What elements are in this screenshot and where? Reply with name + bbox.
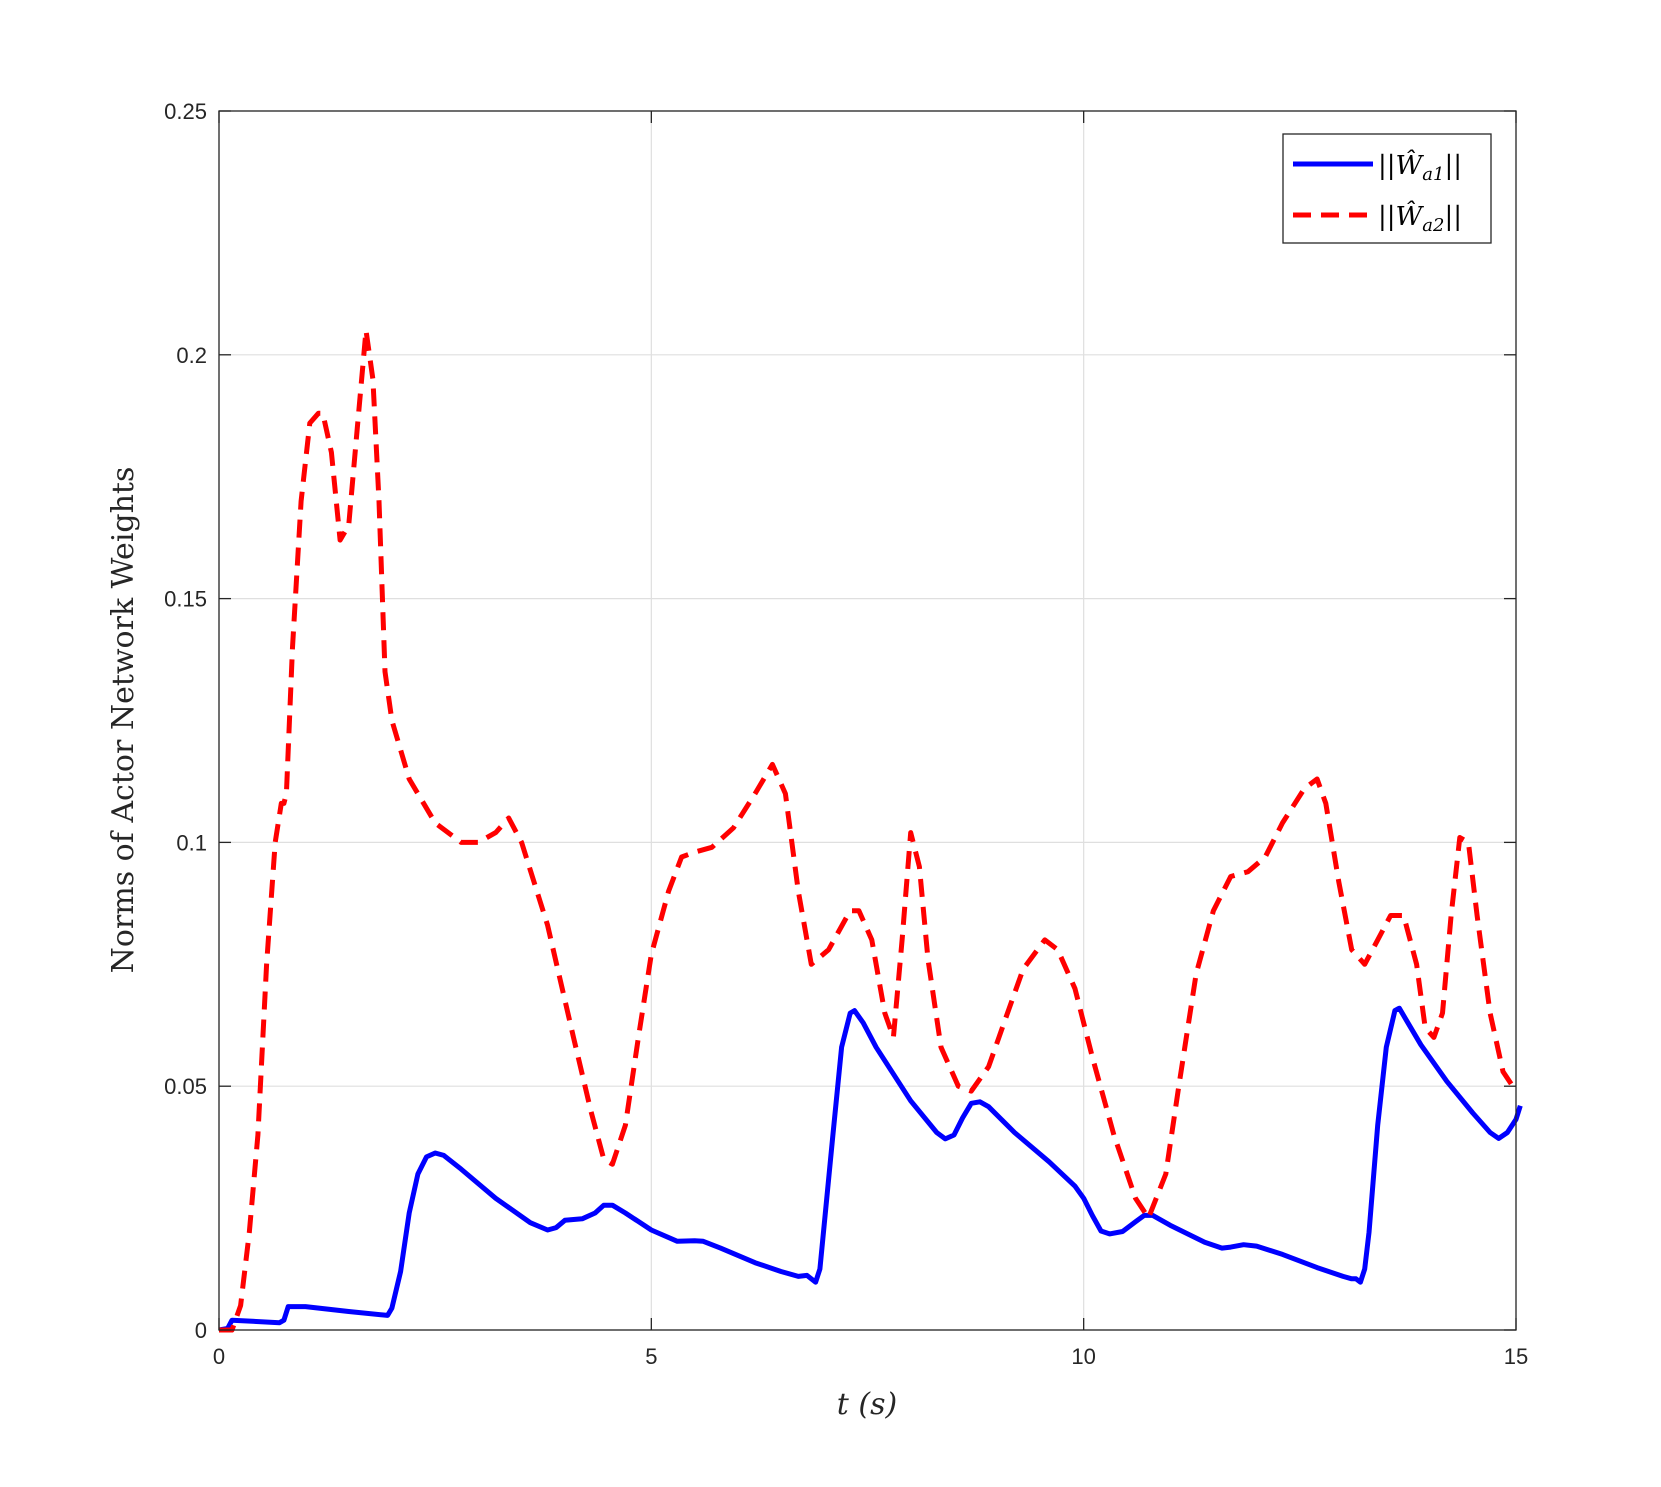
- y-tick-label: 0.25: [164, 99, 207, 124]
- legend-label-series-1-tail: ||: [1444, 151, 1462, 181]
- plot-area: [219, 111, 1516, 1330]
- ticks: [218, 110, 1517, 1331]
- legend-label-series-1-main: ||Ŵ: [1378, 149, 1425, 181]
- y-tick-label: 0.05: [164, 1074, 207, 1099]
- x-tick-label: 10: [1071, 1344, 1095, 1369]
- series-line-1: [218, 1005, 1523, 1333]
- legend: ||Ŵa1|| ||Ŵa2||: [1282, 133, 1492, 244]
- y-tick-label: 0: [195, 1318, 207, 1343]
- x-tick-label: 15: [1504, 1344, 1528, 1369]
- legend-box: [1282, 133, 1492, 244]
- y-axis-title: Norms of Actor Network Weights: [106, 467, 141, 974]
- x-tick-label: 5: [645, 1344, 657, 1369]
- legend-label-series-1-sub: a1: [1422, 164, 1444, 185]
- plot-frame: [218, 110, 1517, 1331]
- series-layer: [218, 327, 1523, 1333]
- series-line-2: [219, 327, 1519, 1333]
- x-tick-label: 0: [213, 1344, 225, 1369]
- legend-label-series-2: ||Ŵa2||: [1378, 200, 1462, 236]
- tick-labels: 0 5 10 15 0 0.05 0.1 0.15 0.2 0.25: [164, 99, 1528, 1369]
- y-tick-label: 0.2: [176, 343, 207, 368]
- legend-label-series-2-sub: a2: [1422, 215, 1444, 236]
- x-axis-title: t (s): [837, 1387, 897, 1422]
- y-tick-label: 0.1: [176, 830, 207, 855]
- legend-label-series-1: ||Ŵa1||: [1378, 149, 1462, 185]
- y-tick-label: 0.15: [164, 587, 207, 612]
- legend-label-series-2-tail: ||: [1444, 202, 1462, 232]
- legend-label-series-2-main: ||Ŵ: [1378, 200, 1425, 232]
